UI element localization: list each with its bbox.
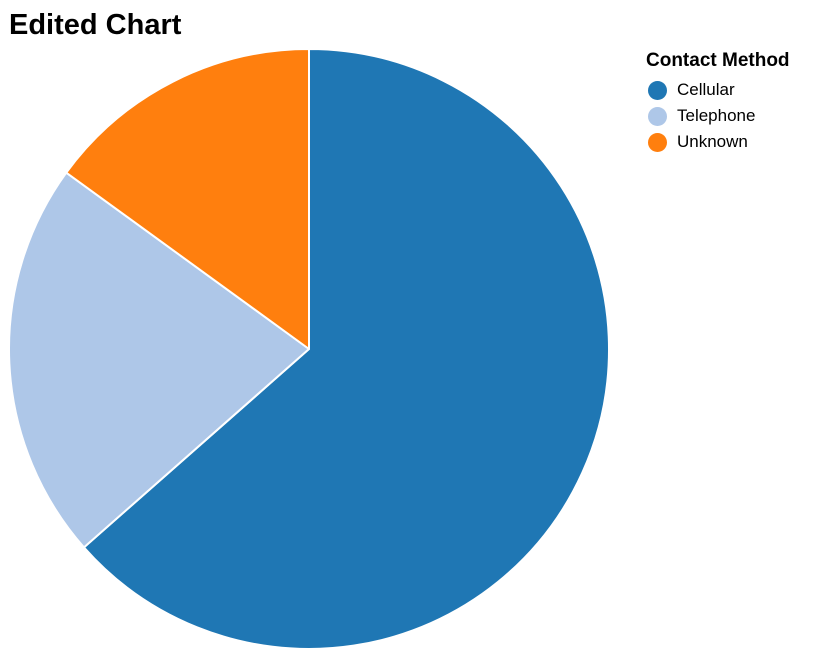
pie-slice-unknown [65,48,310,350]
legend-items: Cellular Telephone Unknown [646,77,822,155]
pie-slice-cellular [82,48,610,650]
legend-label-unknown: Unknown [677,132,748,151]
legend: Contact Method Cellular Telephone Unknown [646,48,822,155]
legend-label-cellular: Cellular [677,80,735,99]
legend-swatch-telephone [648,106,667,126]
legend-item-telephone: Telephone [646,103,822,129]
legend-label-telephone: Telephone [677,106,756,125]
pie-slices [8,48,610,650]
legend-title: Contact Method [646,50,790,71]
legend-item-unknown: Unknown [646,129,822,155]
legend-item-cellular: Cellular [646,77,822,103]
pie-slice-telephone [8,171,310,549]
legend-swatch-unknown [648,132,667,152]
legend-swatch-cellular [648,80,667,100]
chart-title: Edited Chart [9,9,182,41]
